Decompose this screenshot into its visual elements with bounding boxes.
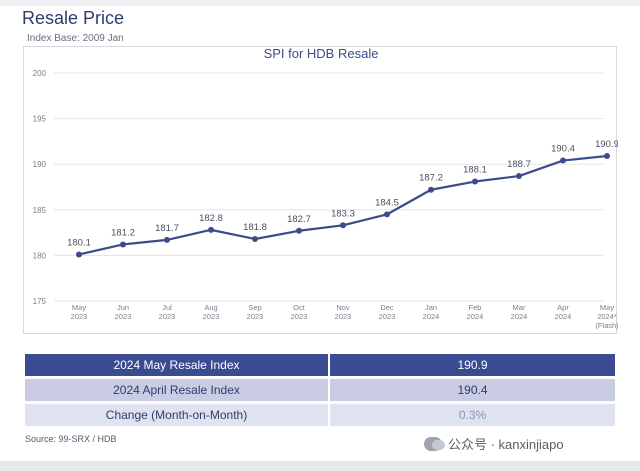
data-label: 183.3 [331, 208, 355, 219]
table-label: 2024 April Resale Index [25, 379, 330, 401]
y-tick-label: 180 [33, 251, 47, 260]
data-label: 188.7 [507, 159, 531, 170]
x-tick-label: Jul 2023 [159, 303, 176, 321]
data-label: 188.1 [463, 165, 487, 176]
source-note: Source: 99-SRX / HDB [25, 434, 117, 444]
x-tick-label: Sep 2023 [247, 303, 264, 321]
data-point [384, 211, 390, 218]
x-tick-label: Jun 2023 [115, 303, 132, 321]
data-label: 181.8 [243, 222, 267, 233]
table-value: 190.9 [330, 354, 615, 376]
index-base-subtitle: Index Base: 2009 Jan [27, 33, 124, 44]
data-point [208, 226, 214, 233]
y-tick-label: 195 [33, 115, 47, 124]
data-label: 190.4 [551, 144, 575, 155]
y-tick-label: 175 [33, 297, 47, 306]
data-label: 181.7 [155, 223, 179, 234]
page-title: Resale Price [22, 8, 125, 28]
watermark-text: 公众号 · kanxinjiapo [448, 437, 564, 452]
wechat-icon [424, 436, 445, 451]
x-tick-label: Jan 2024 [423, 303, 440, 321]
x-tick-label: Apr 2024 [555, 303, 572, 321]
chart-title: SPI for HDB Resale [264, 47, 379, 61]
table-label: 2024 May Resale Index [25, 354, 330, 376]
data-label: 187.2 [419, 173, 443, 184]
data-point [516, 173, 522, 180]
data-point [604, 152, 610, 159]
x-tick-label: Oct 2023 [291, 303, 308, 321]
data-label: 184.5 [375, 197, 399, 208]
x-tick-label: May 2024* (Flash) [595, 303, 618, 330]
data-label: 182.8 [199, 213, 223, 224]
data-label: 190.9 [595, 139, 618, 150]
y-tick-label: 185 [33, 206, 47, 215]
table-row: 2024 April Resale Index 190.4 [25, 379, 615, 401]
watermark: 公众号 · kanxinjiapo [424, 434, 564, 453]
x-tick-label: Aug 2023 [203, 303, 220, 321]
spi-line-chart: SPI for HDB Resale 175 180 185 190 195 200 May 2… [33, 47, 618, 330]
table-value: 190.4 [330, 379, 615, 401]
y-tick-label: 190 [33, 160, 47, 169]
bottom-band [0, 461, 640, 471]
data-point [472, 178, 478, 185]
data-point [252, 235, 258, 242]
data-label: 181.2 [111, 227, 135, 238]
table-row: Change (Month-on-Month) 0.3% [25, 404, 615, 426]
x-tick-label: May 2023 [71, 303, 88, 321]
data-point [296, 227, 302, 234]
data-point [560, 157, 566, 164]
data-label: 180.1 [67, 237, 91, 248]
data-point [120, 241, 126, 248]
table-label: Change (Month-on-Month) [25, 404, 330, 426]
data-label: 182.7 [287, 214, 311, 225]
table-value: 0.3% [330, 404, 615, 426]
y-tick-label: 200 [33, 69, 47, 78]
table-row: 2024 May Resale Index 190.9 [25, 354, 615, 376]
data-point [428, 186, 434, 193]
x-tick-label: Dec 2023 [379, 303, 396, 321]
data-point [164, 236, 170, 243]
top-band [0, 0, 640, 6]
x-tick-label: Mar 2024 [511, 303, 528, 321]
resale-index-table: 2024 May Resale Index 190.9 2024 April R… [25, 351, 615, 429]
data-point [340, 222, 346, 229]
x-tick-label: Feb 2024 [467, 303, 484, 321]
data-point [76, 251, 82, 258]
x-tick-label: Nov 2023 [335, 303, 352, 321]
chart-frame: SPI for HDB Resale 175 180 185 190 195 200 May 2… [23, 46, 618, 334]
series-line [78, 154, 608, 256]
